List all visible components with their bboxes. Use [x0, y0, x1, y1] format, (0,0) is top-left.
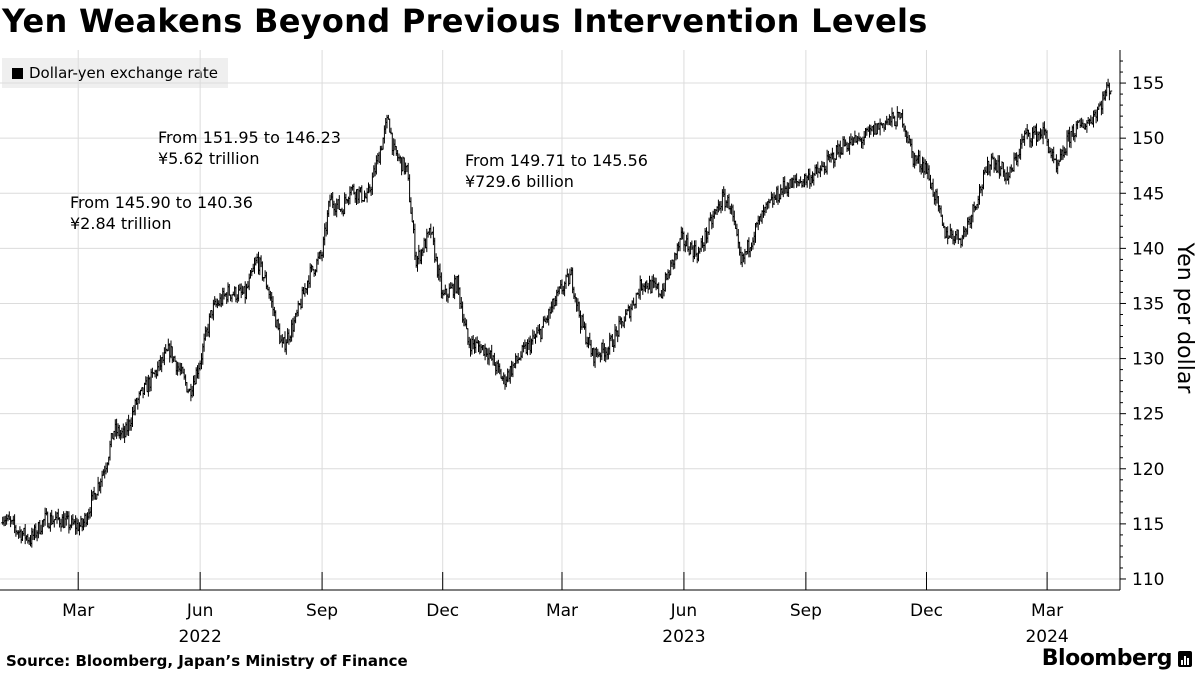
x-tick-label: Dec [910, 601, 943, 621]
y-tick-label: 130 [1132, 350, 1164, 370]
x-year-label: 2024 [1025, 627, 1068, 647]
y-axis-title: Yen per dollar [1172, 242, 1197, 395]
bloomberg-icon [1178, 650, 1192, 667]
y-tick-label: 125 [1132, 405, 1164, 425]
source-note: Source: Bloomberg, Japan’s Ministry of F… [6, 652, 408, 670]
annotation-1-amount: ¥2.84 trillion [70, 214, 172, 233]
x-tick-label: Mar [546, 601, 578, 621]
price-bar [1109, 90, 1113, 95]
annotation-3-range: From 149.71 to 145.56 [465, 151, 648, 170]
annotation-intervention-2: From 151.95 to 146.23 ¥5.62 trillion [158, 127, 341, 169]
legend-swatch [12, 67, 23, 79]
annotation-3-amount: ¥729.6 billion [465, 172, 574, 191]
x-tick-label: Jun [670, 601, 698, 621]
x-tick-label: Dec [426, 601, 459, 621]
x-tick-label: Jun [186, 601, 214, 621]
annotation-intervention-1: From 145.90 to 140.36 ¥2.84 trillion [70, 192, 253, 234]
x-tick-label: Sep [790, 601, 822, 621]
x-year-label: 2023 [662, 627, 705, 647]
y-tick-label: 110 [1132, 570, 1164, 590]
y-tick-label: 115 [1132, 515, 1164, 535]
annotation-intervention-3: From 149.71 to 145.56 ¥729.6 billion [465, 150, 648, 192]
y-tick-label: 155 [1132, 74, 1164, 94]
x-tick-label: Mar [1031, 601, 1063, 621]
y-tick-label: 145 [1132, 184, 1164, 204]
x-tick-label: Sep [306, 601, 338, 621]
y-tick-label: 135 [1132, 294, 1164, 314]
x-tick-label: Mar [62, 601, 94, 621]
annotation-2-range: From 151.95 to 146.23 [158, 128, 341, 147]
legend-label: Dollar-yen exchange rate [29, 64, 219, 82]
brand-name: Bloomberg [1041, 646, 1173, 671]
chart-title: Yen Weakens Beyond Previous Intervention… [2, 2, 928, 40]
annotation-2-amount: ¥5.62 trillion [158, 149, 260, 168]
brand-logo: Bloomberg [1042, 646, 1192, 671]
annotation-1-range: From 145.90 to 140.36 [70, 193, 253, 212]
y-tick-label: 120 [1132, 460, 1164, 480]
y-tick-label: 150 [1132, 129, 1164, 149]
x-year-label: 2022 [179, 627, 222, 647]
y-tick-label: 140 [1132, 239, 1164, 259]
price-series [1, 78, 1113, 548]
